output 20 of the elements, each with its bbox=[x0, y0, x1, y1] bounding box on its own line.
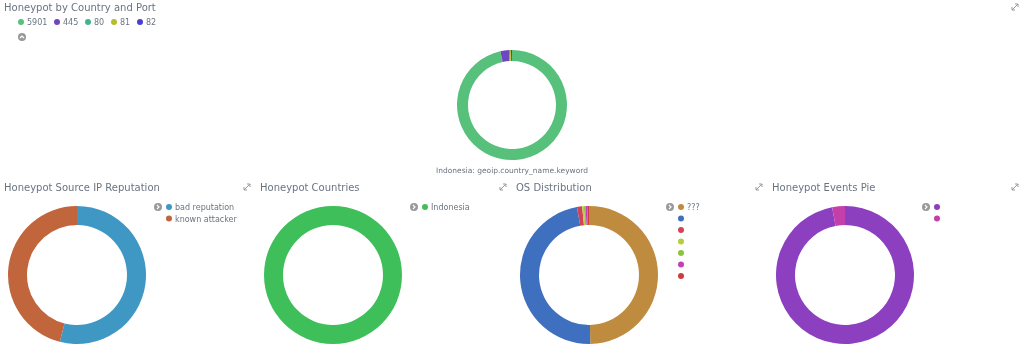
donut-slice bbox=[500, 50, 510, 62]
chart-title: Honeypot Events Pie bbox=[772, 182, 876, 193]
donut-slice bbox=[576, 206, 584, 226]
legend-label: 445 bbox=[63, 18, 79, 27]
legend-label: 81 bbox=[120, 18, 131, 27]
legend-label: Indonesia bbox=[431, 203, 470, 212]
legend-label: known attacker bbox=[175, 214, 238, 224]
donut-slice bbox=[776, 206, 914, 344]
legend-label: ??? bbox=[687, 203, 700, 212]
chart-title: OS Distribution bbox=[516, 182, 592, 193]
donut-slice bbox=[8, 206, 77, 342]
chart-title: Honeypot by Country and Port bbox=[4, 2, 156, 13]
legend-label: 80 bbox=[94, 18, 105, 27]
legend-label: bad reputation bbox=[175, 203, 235, 212]
chart-title: Honeypot Countries bbox=[260, 182, 360, 193]
donut-slice bbox=[832, 206, 845, 226]
donut-slice bbox=[59, 206, 146, 344]
legend-label: 82 bbox=[146, 18, 157, 27]
legend-label: 5901 bbox=[27, 18, 48, 27]
chart-title: Honeypot Source IP Reputation bbox=[4, 182, 160, 193]
